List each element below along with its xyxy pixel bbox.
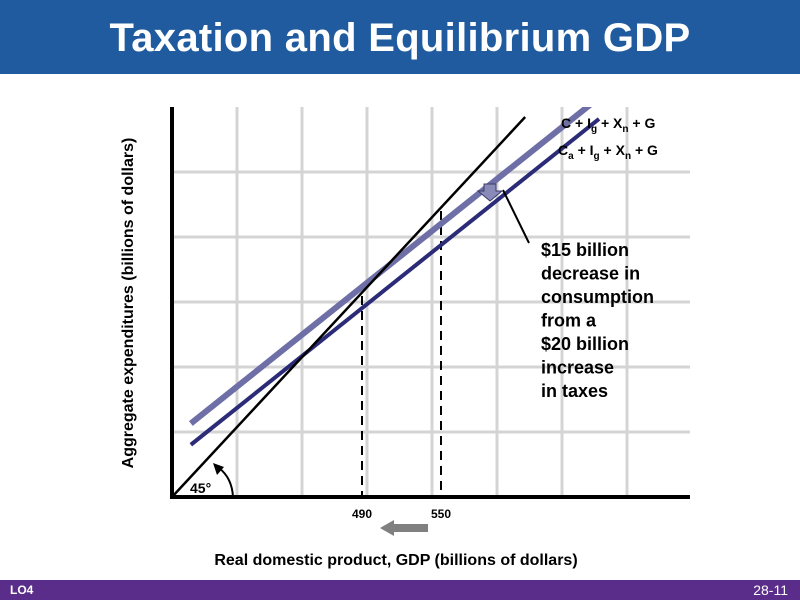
annotation-line: in taxes <box>541 381 608 401</box>
annotation-pointer <box>502 189 530 244</box>
series-label-new-ae: Ca + Ig + Xn + G <box>558 142 658 162</box>
footer-learning-objective: LO4 <box>10 583 34 597</box>
series-line-new-ae <box>189 117 601 447</box>
axes <box>170 107 690 499</box>
arc-arrowhead-icon <box>213 463 224 475</box>
annotation-line: decrease in <box>541 264 640 284</box>
angle-label: 45° <box>190 480 211 496</box>
chart-labels: 490 550 Real domestic product, GDP (billio… <box>120 115 658 569</box>
series-label-original-ae: C + Ig + Xn + G <box>561 115 655 135</box>
annotation-line: $20 billion <box>541 334 629 354</box>
series-line-45-degree <box>172 116 527 497</box>
x-tick-label-550: 550 <box>431 507 451 521</box>
page-title: Taxation and Equilibrium GDP <box>109 16 691 60</box>
equilibrium-guides <box>361 211 442 497</box>
slide-number: 28-11 <box>753 582 788 598</box>
annotation-line: increase <box>541 358 614 378</box>
series-lines <box>172 107 601 497</box>
series-line-original-ae <box>188 107 593 426</box>
gridlines <box>172 107 690 497</box>
annotation-line: from a <box>541 311 597 331</box>
y-axis-label: Aggregate expenditures (billions of doll… <box>120 138 137 469</box>
annotation-line: $15 billion <box>541 240 629 260</box>
x-tick-label-490: 490 <box>352 507 372 521</box>
title-bar <box>0 0 800 74</box>
left-arrow-icon <box>380 520 428 536</box>
footer-bar <box>0 580 800 600</box>
down-arrow-icon <box>476 183 504 202</box>
x-axis-label: Real domestic product, GDP (billions of … <box>214 552 577 569</box>
annotation-line: consumption <box>541 287 654 307</box>
